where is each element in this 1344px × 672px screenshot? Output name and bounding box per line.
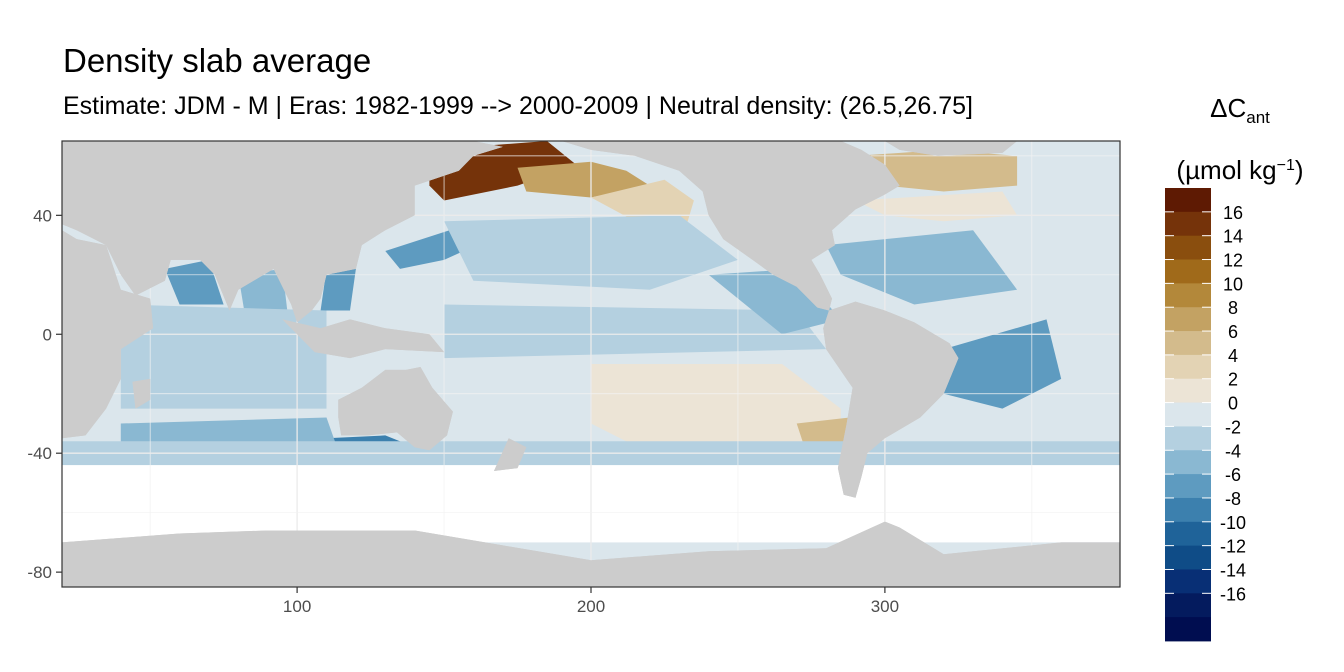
- legend-swatch: [1165, 497, 1211, 523]
- y-tick-label: -80: [27, 563, 52, 582]
- legend-swatch: [1165, 617, 1211, 642]
- land-overlay-south-america: [823, 301, 959, 498]
- legend-swatch: [1165, 283, 1211, 308]
- legend-unit-sup: −1: [1276, 157, 1295, 174]
- land-overlay-madagascar: [132, 378, 151, 409]
- legend-title-sub: ant: [1246, 108, 1270, 127]
- legend-swatch: [1165, 426, 1211, 451]
- legend-label: 10: [1223, 274, 1243, 294]
- x-tick-label: 300: [871, 597, 899, 616]
- legend-label: -6: [1225, 465, 1241, 485]
- region-arabian-sea: [164, 259, 224, 305]
- legend-label: 0: [1228, 394, 1238, 414]
- y-tick-label: 0: [43, 325, 52, 344]
- y-tick-label: 40: [33, 206, 52, 225]
- legend-swatch: [1165, 235, 1211, 260]
- chart-title: Density slab average: [63, 42, 372, 79]
- legend-label: -14: [1220, 560, 1246, 580]
- legend-swatch: [1165, 402, 1211, 427]
- land-overlay-north-america: [561, 141, 900, 311]
- color-legend: 16 14 12 10 8 6 4 2 0 -2 -4 -6 -8 -10 -12 -14 -16: [1165, 188, 1246, 642]
- region-north-atlantic-mid: [855, 191, 1018, 222]
- grid-lines: [62, 141, 1120, 587]
- x-tick-label: 100: [283, 597, 311, 616]
- legend-swatch: [1165, 307, 1211, 332]
- region-indian-central: [120, 304, 327, 409]
- chart-subtitle: Estimate: JDM - M | Eras: 1982-1999 --> …: [63, 92, 973, 120]
- legend-swatch: [1165, 450, 1211, 475]
- legend-label: -16: [1220, 584, 1246, 604]
- legend-label: 2: [1228, 370, 1238, 390]
- legend-label: 16: [1223, 203, 1243, 223]
- y-tick-label: -40: [27, 444, 52, 463]
- land-overlay-asia: [62, 141, 503, 323]
- legend-swatch: [1165, 354, 1211, 380]
- land-overlay-maritime-continent: [282, 319, 445, 359]
- land-overlay-antarctica: [62, 521, 1120, 587]
- legend-unit-main: (µmol kg: [1176, 155, 1277, 185]
- legend-title: ΔCant (µmol kg−1): [1150, 84, 1330, 194]
- legend-swatch: [1165, 211, 1211, 237]
- region-pacific-equatorial: [444, 304, 827, 359]
- legend-swatch: [1165, 378, 1211, 403]
- legend-label: -2: [1225, 417, 1241, 437]
- region-north-pacific-mid: [517, 161, 650, 198]
- x-tick-label: 200: [577, 597, 605, 616]
- legend-label: -12: [1220, 537, 1246, 557]
- legend-swatch: [1165, 188, 1211, 213]
- legend-swatch: [1165, 259, 1211, 284]
- legend-label: 6: [1228, 322, 1238, 342]
- legend-label: -4: [1225, 441, 1241, 461]
- legend-swatch: [1165, 593, 1211, 618]
- legend-label: 12: [1223, 251, 1243, 271]
- region-atlantic-north-sub: [826, 230, 1018, 305]
- land-overlay-new-zealand: [494, 438, 527, 471]
- legend-swatch: [1165, 521, 1211, 547]
- legend-label: -10: [1220, 513, 1246, 533]
- legend-title-variable: ΔCant: [1150, 84, 1330, 142]
- legend-unit-close: ): [1294, 155, 1304, 185]
- legend-title-main: ΔC: [1210, 93, 1247, 123]
- region-south-china-sea: [320, 268, 356, 311]
- land-overlay-australia: [338, 367, 453, 451]
- legend-label: 14: [1223, 227, 1243, 247]
- legend-label: 8: [1228, 298, 1238, 318]
- legend-swatch: [1165, 569, 1211, 594]
- legend-swatch: [1165, 474, 1211, 499]
- legend-label: 4: [1228, 346, 1238, 366]
- land-overlay-greenland: [884, 141, 1018, 156]
- legend-swatch: [1165, 331, 1211, 356]
- legend-title-unit: (µmol kg−1): [1150, 142, 1330, 194]
- land-overlay-eurasia-africa: [62, 141, 154, 442]
- legend-label: -8: [1225, 489, 1241, 509]
- legend-swatch: [1165, 545, 1211, 570]
